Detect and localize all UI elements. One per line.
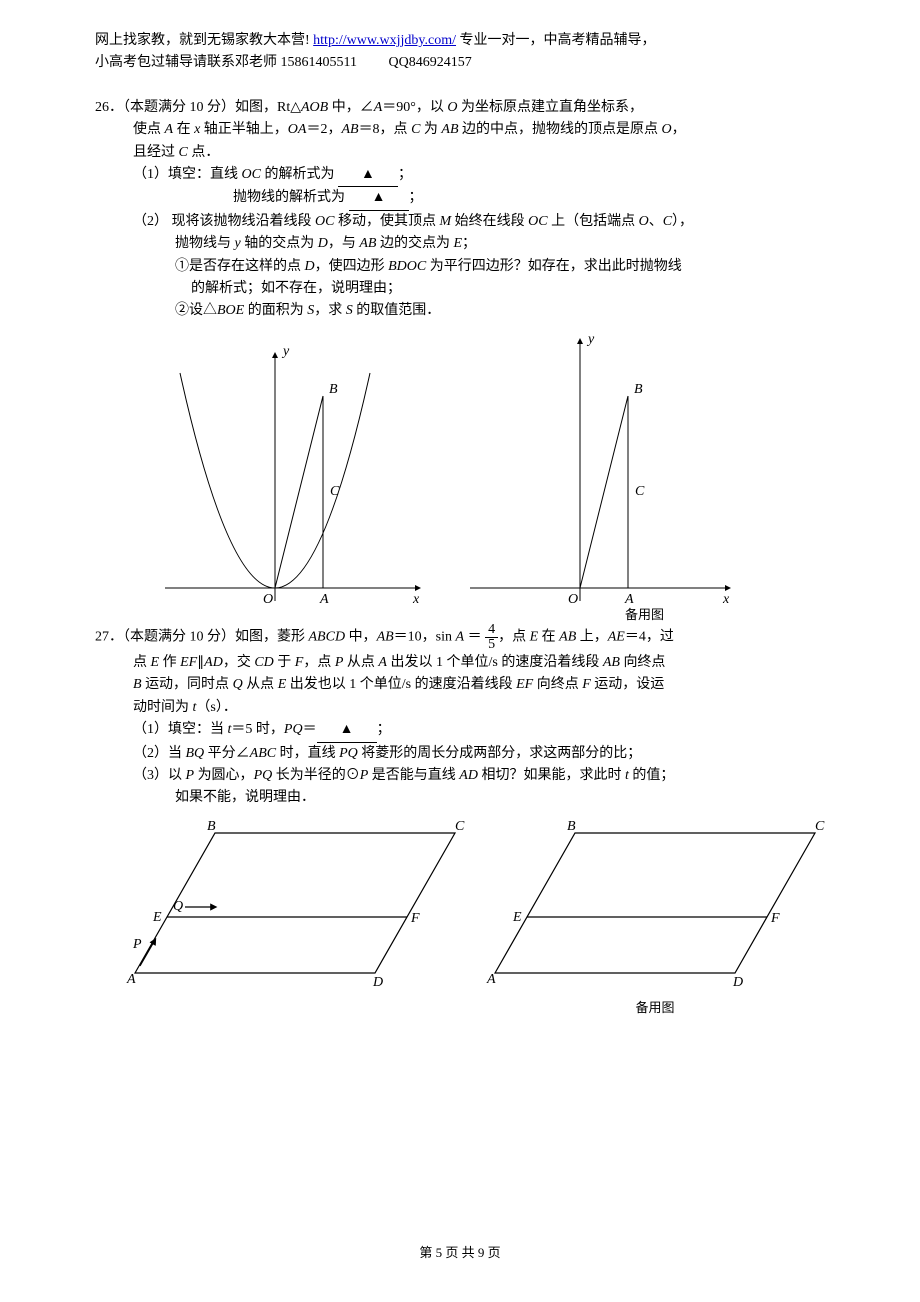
- p26-q2-line2: 抛物线与 y 轴的交点为 D，与 AB 边的交点为 E；: [95, 233, 825, 255]
- p26-q2-sub1b: 的解析式；如不存在，说明理由；: [95, 278, 825, 300]
- label-A: A: [319, 592, 329, 607]
- p26-q2-sub1: ①是否存在这样的点 D，使四边形 BDOC 为平行四边形？如存在，求出此时抛物线: [95, 256, 825, 278]
- blank-parabola: ▲: [349, 187, 409, 210]
- label-B2: B: [634, 382, 643, 397]
- p27-figures: A D B C E F Q P A D B C: [95, 818, 825, 1019]
- beiyong-27: 备用图: [475, 998, 835, 1019]
- label-y: y: [281, 344, 290, 359]
- label-O: O: [263, 592, 273, 607]
- page-footer: 第 5 页 共 9 页: [0, 1243, 920, 1264]
- beiyong-26: 备用图: [625, 605, 664, 626]
- page: 网上找家教，就到无锡家教大本营! http://www.wxjjdby.com/…: [0, 0, 920, 1302]
- p27-q3b: 如果不能，说明理由．: [95, 787, 825, 809]
- blank-pq: ▲: [317, 719, 377, 742]
- figure-26-right: y x O A B C 备用图: [455, 333, 745, 631]
- label-x: x: [412, 592, 420, 607]
- svg-text:F: F: [770, 911, 780, 926]
- p27-line3: B 运动，同时点 Q 从点 E 出发也以 1 个单位/s 的速度沿着线段 EF …: [95, 674, 825, 696]
- svg-text:P: P: [132, 937, 142, 952]
- figure-27-left: A D B C E F Q P: [115, 818, 475, 1019]
- header-text-1b: 专业一对一，中高考精品辅导，: [456, 33, 656, 48]
- p26-line1: 26．（本题满分 10 分）如图，Rt△AOB 中，∠A＝90°，以 O 为坐标…: [95, 97, 825, 119]
- label-C2: C: [635, 484, 645, 499]
- p26-q1-b: 抛物线的解析式为 ▲；: [95, 187, 825, 210]
- label-x2: x: [722, 592, 730, 607]
- p26-figures: y x O A B C: [95, 333, 825, 631]
- svg-text:E: E: [512, 910, 522, 925]
- blank-oc: ▲: [338, 164, 398, 187]
- problem-26: 26．（本题满分 10 分）如图，Rt△AOB 中，∠A＝90°，以 O 为坐标…: [95, 97, 825, 631]
- label-O2: O: [568, 592, 578, 607]
- p26-q1: （1）填空：直线 OC 的解析式为 ▲；: [95, 164, 825, 187]
- p27-q3: （3）以 P 为圆心，PQ 长为半径的⊙P 是否能与直线 AD 相切？如果能，求…: [95, 765, 825, 787]
- svg-text:A: A: [486, 972, 496, 987]
- svg-text:E: E: [152, 910, 162, 925]
- p26-line2: 使点 A 在 x 轴正半轴上，OA＝2，AB＝8，点 C 为 AB 边的中点，抛…: [95, 119, 825, 141]
- svg-text:D: D: [732, 975, 743, 990]
- p26-q2: （2） 现将该抛物线沿着线段 OC 移动，使其顶点 M 始终在线段 OC 上（包…: [95, 211, 825, 233]
- header-line-2: 小高考包过辅导请联系邓老师 15861405511 QQ846924157: [95, 52, 825, 74]
- svg-text:D: D: [372, 975, 383, 990]
- svg-text:B: B: [207, 819, 216, 834]
- p27-line2: 点 E 作 EF∥AD，交 CD 于 F，点 P 从点 A 出发以 1 个单位/…: [95, 652, 825, 674]
- header-line-1: 网上找家教，就到无锡家教大本营! http://www.wxjjdby.com/…: [95, 30, 825, 52]
- p26-q2-sub2: ②设△BOE 的面积为 S，求 S 的取值范围．: [95, 300, 825, 322]
- p27-q1: （1）填空：当 t＝5 时，PQ＝▲；: [95, 719, 825, 742]
- header-text-1a: 网上找家教，就到无锡家教大本营!: [95, 33, 313, 48]
- svg-text:F: F: [410, 911, 420, 926]
- figure-26-left: y x O A B C: [135, 333, 435, 631]
- svg-text:A: A: [126, 972, 136, 987]
- problem-27: 27．（本题满分 10 分）如图，菱形 ABCD 中，AB＝10，sin A ＝…: [95, 623, 825, 1019]
- p27-q2: （2）当 BQ 平分∠ABC 时，直线 PQ 将菱形的周长分成两部分，求这两部分…: [95, 743, 825, 765]
- label-C: C: [330, 484, 340, 499]
- figure-27-right: A D B C E F 备用图: [475, 818, 835, 1019]
- label-B: B: [329, 382, 338, 397]
- p27-line4: 动时间为 t（s）．: [95, 697, 825, 719]
- svg-text:Q: Q: [173, 899, 183, 914]
- tutor-link[interactable]: http://www.wxjjdby.com/: [313, 33, 456, 48]
- header: 网上找家教，就到无锡家教大本营! http://www.wxjjdby.com/…: [95, 30, 825, 75]
- svg-text:B: B: [567, 819, 576, 834]
- svg-text:C: C: [815, 819, 825, 834]
- p26-line3: 且经过 C 点．: [95, 142, 825, 164]
- label-y2: y: [586, 333, 595, 347]
- svg-text:C: C: [455, 819, 465, 834]
